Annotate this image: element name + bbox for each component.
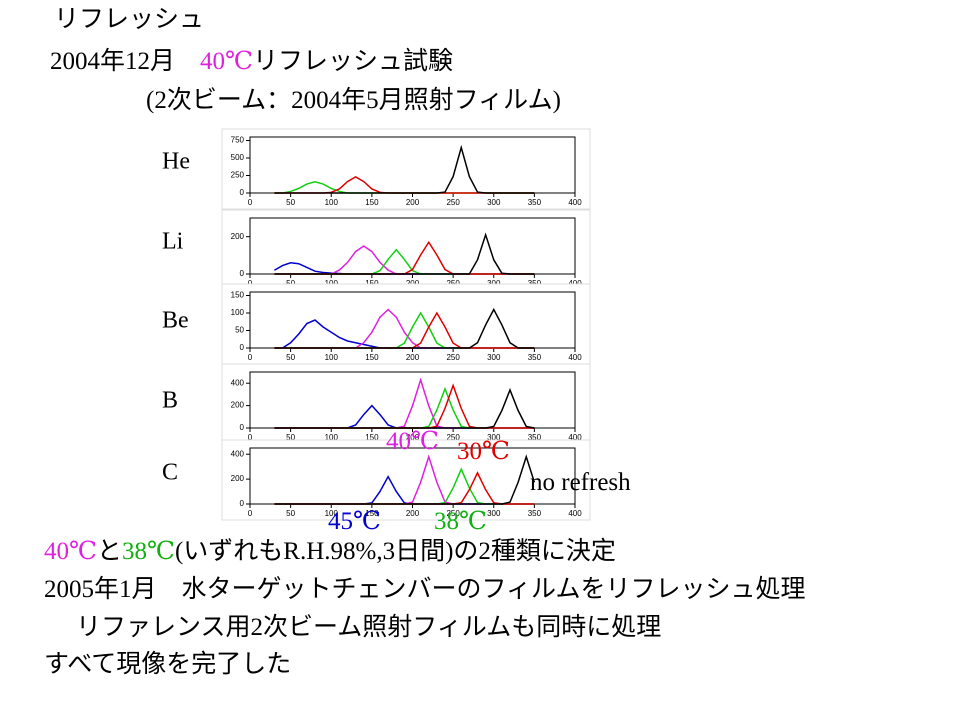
x-tick-label: 250 xyxy=(446,433,460,442)
text-line: すべて現像を完了した xyxy=(44,650,291,680)
text-segment: すべて現像を完了した xyxy=(44,651,292,678)
x-tick-label: 250 xyxy=(446,509,460,518)
y-tick-label: 200 xyxy=(231,401,245,410)
x-tick-label: 150 xyxy=(365,433,379,442)
y-tick-label: 50 xyxy=(235,326,244,335)
y-tick-label: 400 xyxy=(231,449,245,458)
annotation: no refresh xyxy=(530,469,631,496)
x-tick-label: 300 xyxy=(487,433,501,442)
y-tick-label: 200 xyxy=(231,474,245,483)
y-tick-label: 400 xyxy=(231,378,245,387)
panel-label: C xyxy=(162,460,178,486)
histogram-panel: 0 250 500 750 0 50 100 150 200 250 300 350 400 xyxy=(221,128,591,210)
x-tick-label: 200 xyxy=(406,198,420,207)
histogram-panel: 0200050100150200250300350400 xyxy=(221,209,591,291)
x-tick-label: 300 xyxy=(487,353,501,362)
x-tick-label: 0 xyxy=(248,353,253,362)
y-tick-label: 500 xyxy=(231,153,245,162)
y-tick-label: 0 xyxy=(240,343,245,352)
x-tick-label: 200 xyxy=(406,353,420,362)
y-tick-label: 750 xyxy=(231,136,245,145)
y-tick-label: 100 xyxy=(231,308,245,317)
histogram-panel: 0 200 400 0 50 100 150 200 250 300 350 400 xyxy=(221,439,591,521)
x-tick-label: 0 xyxy=(248,198,253,207)
x-tick-label: 150 xyxy=(365,509,379,518)
annotation: 40℃ xyxy=(386,428,439,455)
x-tick-label: 100 xyxy=(325,198,339,207)
histogram-panel: 0 200 400 0 50 100 150 200 250 300 350 400 xyxy=(221,363,591,445)
y-tick-label: 0 xyxy=(240,188,245,197)
text-line: (2次ビーム：2004年5月照射フィルム) xyxy=(146,86,561,116)
y-tick-label: 0 xyxy=(240,499,245,508)
histogram-panel: 0 50 100 150 0 50 100 150 200 250 300 350 400 xyxy=(221,283,591,365)
panel-frame xyxy=(221,209,591,291)
x-tick-label: 100 xyxy=(325,509,339,518)
y-tick-label: 150 xyxy=(231,291,245,300)
text-segment: 2004年12月 xyxy=(50,48,201,75)
panel-frame xyxy=(221,439,591,521)
y-tick-label: 0 xyxy=(240,269,245,278)
x-tick-label: 50 xyxy=(286,433,295,442)
x-tick-label: 50 xyxy=(286,509,295,518)
text-segment: (いずれもR.H.98%,3日間)の2種類に決定 xyxy=(174,538,616,565)
x-tick-label: 200 xyxy=(406,509,420,518)
x-tick-label: 350 xyxy=(528,433,542,442)
x-tick-label: 400 xyxy=(568,353,582,362)
x-tick-label: 150 xyxy=(365,198,379,207)
panel-label: Be xyxy=(162,308,189,334)
text-segment: (2次ビーム：2004年5月照射フィルム) xyxy=(146,87,561,114)
text-segment: 38℃ xyxy=(121,538,175,565)
annotation: 38℃ xyxy=(434,508,487,535)
x-tick-label: 50 xyxy=(286,353,295,362)
panel-label: B xyxy=(162,388,178,414)
text-segment: リフレッシュ xyxy=(54,6,205,33)
text-segment: と xyxy=(96,538,122,565)
text-line: 2005年1月 水ターゲットチェンバーのフィルムをリフレッシュ処理 xyxy=(44,575,806,605)
x-tick-label: 200 xyxy=(406,433,420,442)
annotation: 30℃ xyxy=(457,438,510,465)
x-tick-label: 350 xyxy=(528,353,542,362)
text-line: リフレッシュ xyxy=(54,5,204,35)
histogram-curve xyxy=(274,387,535,429)
y-tick-label: 250 xyxy=(231,171,245,180)
text-line: 2004年12月 40℃リフレッシュ試験 xyxy=(50,47,453,77)
text-line: 40℃と38℃(いずれもR.H.98%,3日間)の2種類に決定 xyxy=(44,537,616,567)
panel-frame xyxy=(221,128,591,210)
x-tick-label: 400 xyxy=(568,198,582,207)
x-tick-label: 400 xyxy=(568,433,582,442)
x-tick-label: 100 xyxy=(325,433,339,442)
x-tick-label: 250 xyxy=(446,198,460,207)
text-segment: 40℃ xyxy=(44,538,97,565)
histogram-curve xyxy=(274,232,535,275)
x-tick-label: 150 xyxy=(365,353,379,362)
x-tick-label: 400 xyxy=(568,509,582,518)
text-segment: 40℃ xyxy=(200,48,253,75)
panel-frame xyxy=(221,363,591,445)
text-segment: リフレッシュ試験 xyxy=(252,48,453,75)
text-line: リファレンス用2次ビーム照射フィルムも同時に処理 xyxy=(76,613,661,643)
x-tick-label: 300 xyxy=(487,198,501,207)
histogram-curve xyxy=(274,454,536,505)
histogram-curve xyxy=(274,307,535,349)
x-tick-label: 350 xyxy=(528,198,542,207)
x-tick-label: 250 xyxy=(446,353,460,362)
x-tick-label: 300 xyxy=(487,509,501,518)
x-tick-label: 350 xyxy=(528,509,542,518)
text-segment: 2005年1月 水ターゲットチェンバーのフィルムをリフレッシュ処理 xyxy=(44,576,806,603)
histogram-curve xyxy=(274,144,535,194)
x-tick-label: 0 xyxy=(248,433,253,442)
panel-label: He xyxy=(162,149,190,175)
x-tick-label: 0 xyxy=(248,509,253,518)
panel-label: Li xyxy=(162,229,184,255)
y-tick-label: 200 xyxy=(231,232,245,241)
annotation: 45℃ xyxy=(328,508,381,535)
text-segment: リファレンス用2次ビーム照射フィルムも同時に処理 xyxy=(76,614,662,641)
y-tick-label: 0 xyxy=(240,423,245,432)
x-tick-label: 50 xyxy=(286,198,295,207)
x-tick-label: 100 xyxy=(325,353,339,362)
